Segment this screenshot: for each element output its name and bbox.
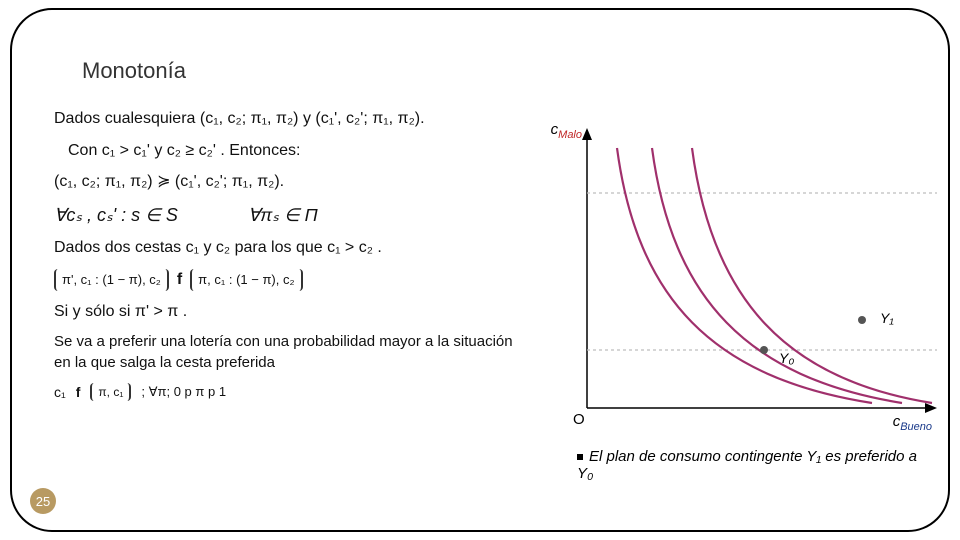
formula-row-2: c₁ f π, c₁ ; ∀π; 0 p π p 1 xyxy=(54,383,514,402)
para-explanation: Se va a preferir una lotería con una pro… xyxy=(54,332,514,373)
para-conditions: Con c₁ > c₁' y c₂ ≥ c₂' . Entonces: xyxy=(68,140,514,162)
svg-text:cMalo: cMalo xyxy=(551,121,582,141)
relation-symbol: f xyxy=(177,269,182,291)
bracket-small: π, c₁ xyxy=(90,383,131,401)
para-givens: Dados cualesquiera (c₁, c₂; π₁, π₂) y (c… xyxy=(54,108,514,130)
conclusion-text: El plan de consumo contingente Y₁ es pre… xyxy=(577,448,937,482)
bracket-right: π, c₁ : (1 − π), c₂ xyxy=(190,269,302,291)
formula-row-1: π', c₁ : (1 − π), c₂ f π, c₁ : (1 − π), … xyxy=(54,269,514,291)
svg-text:O: O xyxy=(573,411,585,428)
left-column: Dados cualesquiera (c₁, c₂; π₁, π₂) y (c… xyxy=(54,108,514,402)
para-baskets: Dados dos cestas c₁ y c₂ para los que c₁… xyxy=(54,237,514,259)
page-number: 25 xyxy=(30,488,56,514)
svg-text:Y₁: Y₁ xyxy=(880,310,894,326)
bullet-icon xyxy=(577,454,583,460)
quantifier-line: ∀cₛ , cₛ' : s ∈ S ∀πₛ ∈ Π xyxy=(54,203,514,227)
section-title: Monotonía xyxy=(82,58,186,84)
bracket-left: π', c₁ : (1 − π), c₂ xyxy=(54,269,169,291)
para-preference: (c₁, c₂; π₁, π₂) ≽ (c₁', c₂'; π₁, π₂). xyxy=(54,171,514,193)
svg-text:cBueno: cBueno xyxy=(893,413,932,433)
para-iff: Si y sólo si π' > π . xyxy=(54,301,514,323)
indifference-curve-chart: Y₀ Y₁ cMalo cBueno O xyxy=(542,118,942,433)
svg-text:Y₀: Y₀ xyxy=(779,350,794,366)
